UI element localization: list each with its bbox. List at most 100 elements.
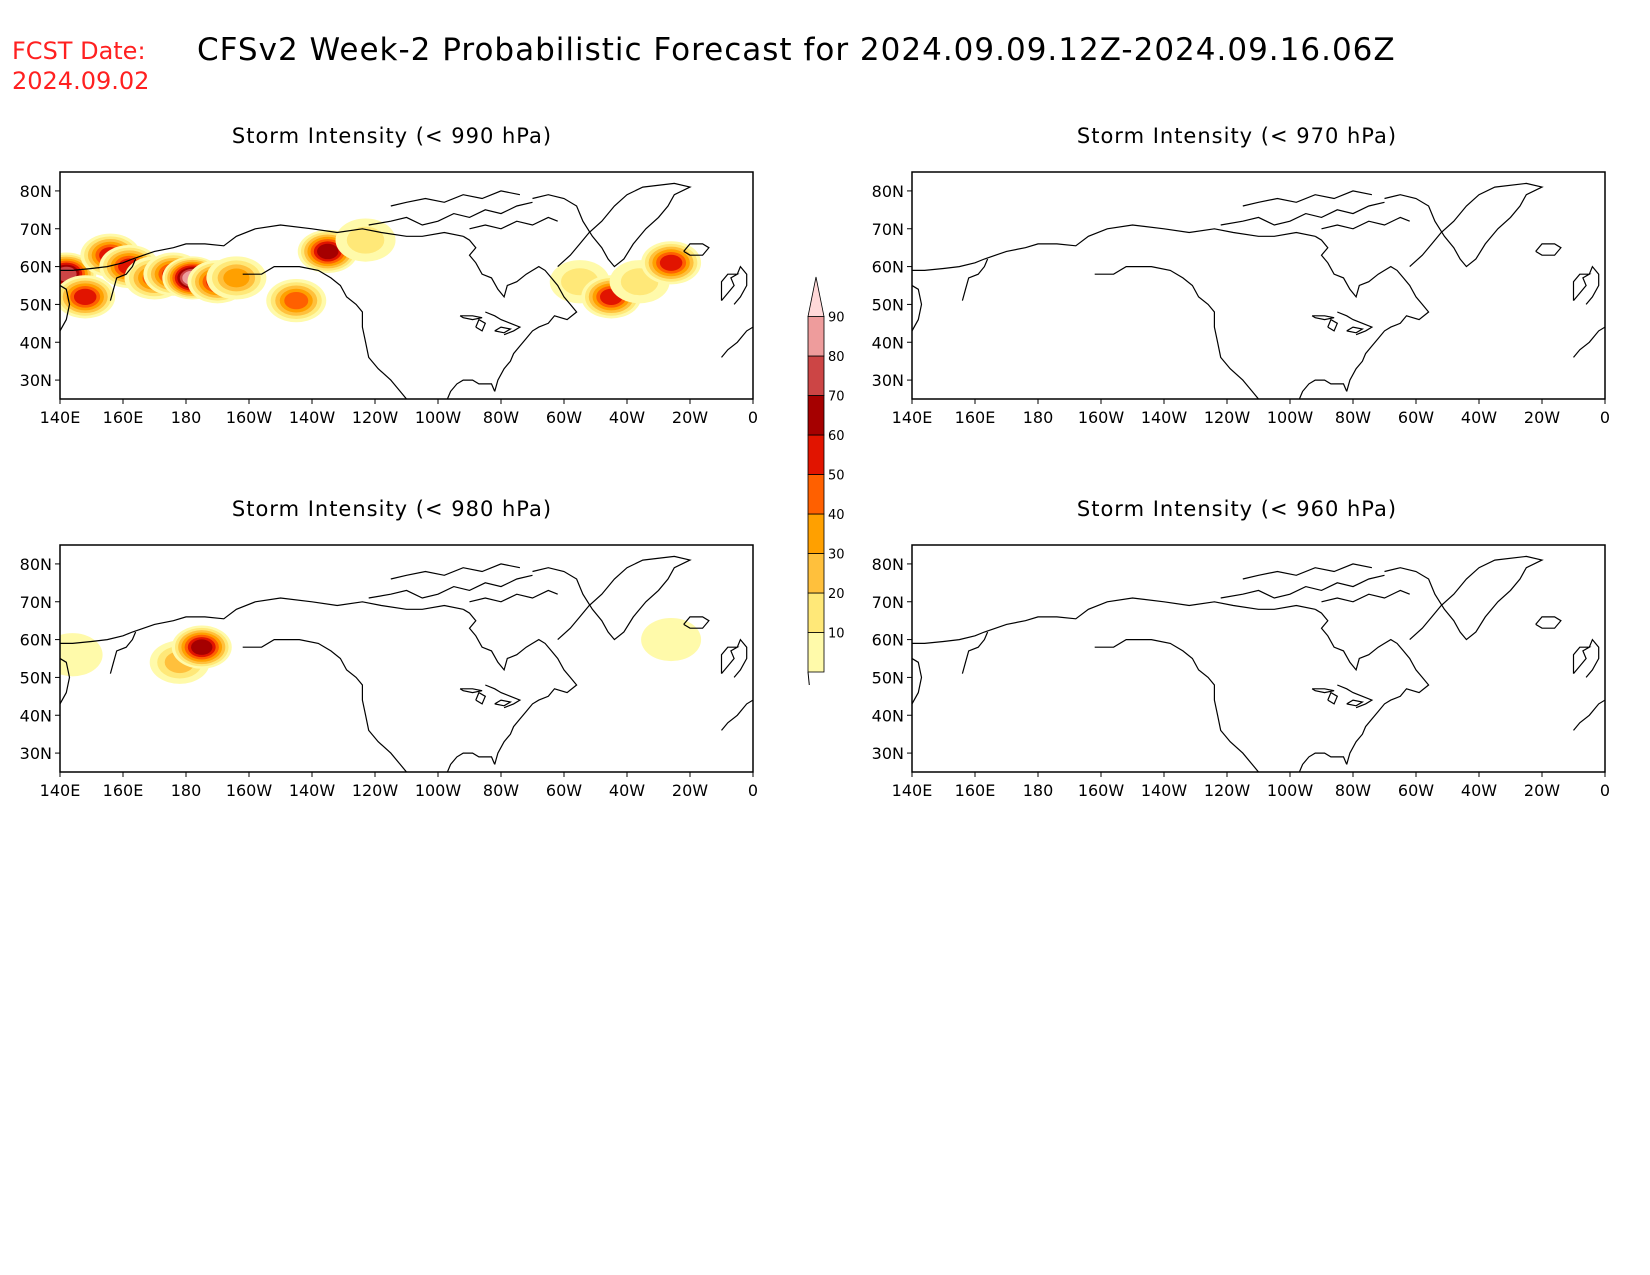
lon-tick-label: 20W — [1524, 408, 1560, 427]
lon-tick-label: 160W — [1078, 781, 1125, 800]
coastline — [368, 201, 533, 226]
coastline — [494, 326, 513, 334]
lon-tick-label: 140W — [1141, 781, 1188, 800]
map-panel-960: 140E 160E 180 160W 140W 120W 100W 80W 60W 40W 20W 0… — [872, 544, 1610, 800]
lon-tick-label: 60W — [546, 408, 582, 427]
lon-tick-label: 0 — [748, 781, 758, 800]
lon-tick-label: 20W — [672, 408, 708, 427]
coastline — [475, 318, 487, 332]
lat-tick-label: 60N — [872, 258, 904, 277]
probability-contour — [641, 617, 702, 662]
probability-contour — [191, 639, 213, 655]
probability-contour — [73, 288, 97, 305]
lat-tick-label: 70N — [872, 593, 904, 612]
lat-tick-label: 30N — [20, 371, 52, 390]
coastline — [1384, 555, 1544, 641]
lon-tick-label: 40W — [609, 408, 645, 427]
colorbar-label: 40 — [828, 508, 845, 523]
coastline — [1535, 616, 1562, 629]
lat-tick-label: 80N — [20, 182, 52, 201]
coastline — [683, 616, 710, 629]
lon-tick-label: 100W — [1267, 781, 1314, 800]
panel-title-970: Storm Intensity (< 970 hPa) — [1076, 124, 1398, 148]
lat-tick-label: 50N — [20, 668, 52, 687]
coastline — [242, 266, 407, 399]
lat-tick-label: 80N — [872, 555, 904, 574]
coastline — [60, 597, 464, 705]
coastline — [912, 224, 1316, 332]
coastline — [390, 190, 521, 207]
lon-tick-label: 140E — [40, 408, 81, 427]
page-title: CFSv2 Week-2 Probabilistic Forecast for … — [197, 32, 1396, 68]
lon-tick-label: 160E — [955, 781, 996, 800]
lon-tick-label: 160E — [103, 408, 144, 427]
probability-contour — [317, 243, 339, 260]
coastline — [446, 752, 496, 772]
lat-tick-label: 50N — [20, 295, 52, 314]
lon-tick-label: 20W — [672, 781, 708, 800]
lon-tick-label: 80W — [483, 781, 519, 800]
probability-contour — [659, 254, 683, 271]
lon-tick-label: 120W — [352, 781, 399, 800]
lon-tick-label: 100W — [415, 408, 462, 427]
coastline — [1346, 699, 1365, 707]
coastline — [1573, 699, 1605, 731]
forecast-date-block: FCST Date: 2024.09.02 — [12, 36, 149, 96]
lon-tick-label: 140E — [892, 408, 933, 427]
coastline — [485, 684, 522, 709]
coastline — [721, 326, 753, 358]
map-frame — [59, 544, 754, 773]
coastline — [1327, 318, 1339, 332]
lon-tick-label: 20W — [1524, 781, 1560, 800]
coastline — [1321, 216, 1410, 230]
lon-tick-label: 180 — [1023, 781, 1054, 800]
lon-tick-label: 80W — [1335, 408, 1371, 427]
colorbar-segment — [807, 276, 825, 317]
colorbar-segment — [807, 592, 825, 633]
coastline — [475, 691, 487, 705]
coastline — [532, 182, 692, 268]
coastline — [1572, 273, 1592, 301]
coastline — [1337, 311, 1374, 336]
lat-tick-label: 40N — [872, 706, 904, 725]
coastline — [1337, 684, 1374, 709]
coastline — [494, 699, 513, 707]
lat-tick-label: 70N — [20, 593, 52, 612]
coastline — [720, 646, 740, 674]
coastline — [1220, 574, 1385, 599]
colorbar-segment — [807, 474, 825, 515]
lat-tick-label: 80N — [872, 182, 904, 201]
colorbar-segment — [807, 355, 825, 396]
map-panel-990: 140E 160E 180 160W 140W 120W 100W 80W 60W 40W 20W 0… — [20, 171, 758, 427]
coastline — [469, 589, 558, 603]
coastline — [1242, 190, 1373, 207]
probability-colorbar: 10 20 30 40 50 60 70 80 90 — [807, 276, 845, 685]
coastline — [1384, 182, 1544, 268]
lat-tick-label: 40N — [20, 706, 52, 725]
lat-tick-label: 60N — [20, 631, 52, 650]
colorbar-segment — [807, 316, 825, 357]
coastline — [242, 639, 407, 772]
coastline — [368, 574, 533, 599]
coastline — [1573, 326, 1605, 358]
coastline — [109, 631, 137, 674]
forecast-date-value: 2024.09.02 — [12, 67, 150, 95]
coastline — [462, 235, 578, 392]
coastline — [1585, 638, 1600, 678]
coastline — [683, 243, 710, 256]
coastline — [532, 555, 692, 641]
colorbar-segment — [807, 632, 825, 673]
coastline — [1298, 752, 1348, 772]
coastline — [1585, 265, 1600, 305]
colorbar-label: 70 — [828, 390, 845, 405]
lat-tick-label: 50N — [872, 668, 904, 687]
coastline — [1321, 589, 1410, 603]
coastline — [1094, 639, 1259, 772]
coastline — [459, 688, 483, 694]
coastline — [1311, 688, 1335, 694]
lon-tick-label: 60W — [1398, 408, 1434, 427]
colorbar-label: 80 — [828, 350, 845, 365]
coastline — [1535, 243, 1562, 256]
lat-tick-label: 70N — [872, 220, 904, 239]
map-frame — [911, 544, 1606, 773]
